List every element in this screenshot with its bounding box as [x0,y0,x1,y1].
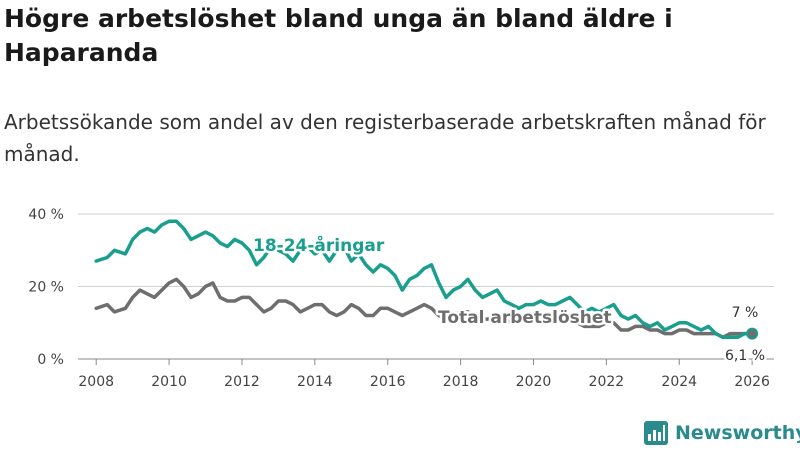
series-lines [94,219,759,340]
x-tick-label: 2016 [370,374,406,390]
chart-title: Högre arbetslöshet bland unga än bland ä… [4,4,673,67]
end-dot-total [748,329,757,338]
chart-subtitle: Arbetssökande som andel av den registerb… [4,110,766,166]
y-tick-label: 20 % [28,280,64,296]
axes: 0 % 20 % 40 % 2008 2010 2012 2014 2016 2018 2020 2… [28,207,774,390]
end-value-youth: 6,1 % [725,348,765,364]
x-tick-label: 2022 [589,374,625,390]
x-tick-label: 2020 [516,374,552,390]
series-label-youth-halo: 18-24-åringar [253,234,385,256]
x-tick-label: 2012 [224,374,260,390]
x-tick-label: 2010 [151,374,187,390]
brand-logo: Newsworthy [644,418,800,448]
end-value-youth-halo: 6,1 % [725,348,765,364]
brand-name: Newsworthy [675,422,800,444]
series-line-youth [94,219,754,340]
series-label-youth: 18-24-åringar [253,234,385,256]
y-tick-label: 0 % [37,352,64,368]
y-tick-label: 40 % [28,207,64,223]
x-tick-label: 2018 [443,374,479,390]
gridlines [78,213,774,287]
x-tick-label: 2024 [661,374,697,390]
x-tick-label: 2026 [734,374,770,390]
bar-chart-logo-icon [644,421,668,445]
x-tick-label: 2014 [297,374,333,390]
series-label-total-halo: Total arbetslöshet [438,308,612,328]
end-value-total: 7 % [732,305,759,321]
series-label-total: Total arbetslöshet [438,308,612,328]
end-value-total-halo: 7 % [732,305,759,321]
x-tick-label: 2008 [78,374,114,390]
series-line-total [94,277,754,340]
